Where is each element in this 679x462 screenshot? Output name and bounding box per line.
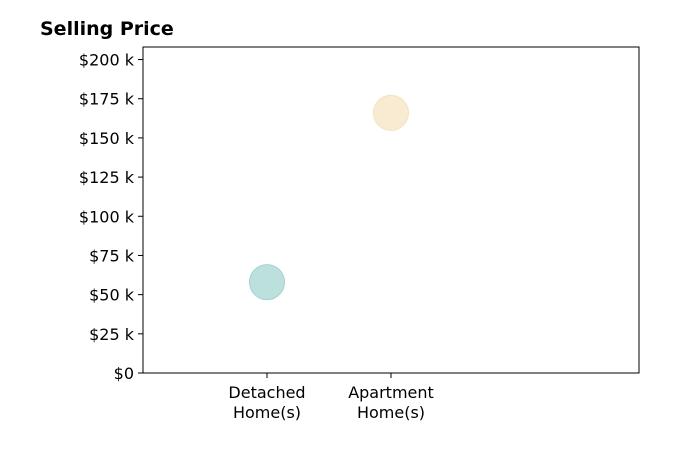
data-points [249, 94, 409, 301]
y-tick-label: $75 k [89, 246, 135, 265]
y-tick-label: $100 k [79, 207, 135, 226]
y-tick-label: $0 [114, 364, 134, 383]
chart-title: Selling Price [40, 18, 174, 40]
data-point [249, 264, 285, 301]
y-tick-label: $125 k [79, 168, 135, 187]
x-tick-label: Detached Home(s) [228, 383, 305, 422]
data-point [373, 94, 409, 131]
y-tick-label: $25 k [89, 325, 135, 344]
y-tick-label: $200 k [79, 51, 135, 70]
y-tick-label: $175 k [79, 90, 135, 109]
x-tick-label: Apartment Home(s) [348, 383, 434, 422]
x-axis: Detached Home(s) Apartment Home(s) [228, 373, 434, 422]
y-axis: $0 $25 k $50 k $75 k $100 k $125 k $150 k $175 … [79, 51, 143, 383]
y-tick-label: $50 k [89, 286, 135, 305]
y-tick-label: $150 k [79, 129, 135, 148]
